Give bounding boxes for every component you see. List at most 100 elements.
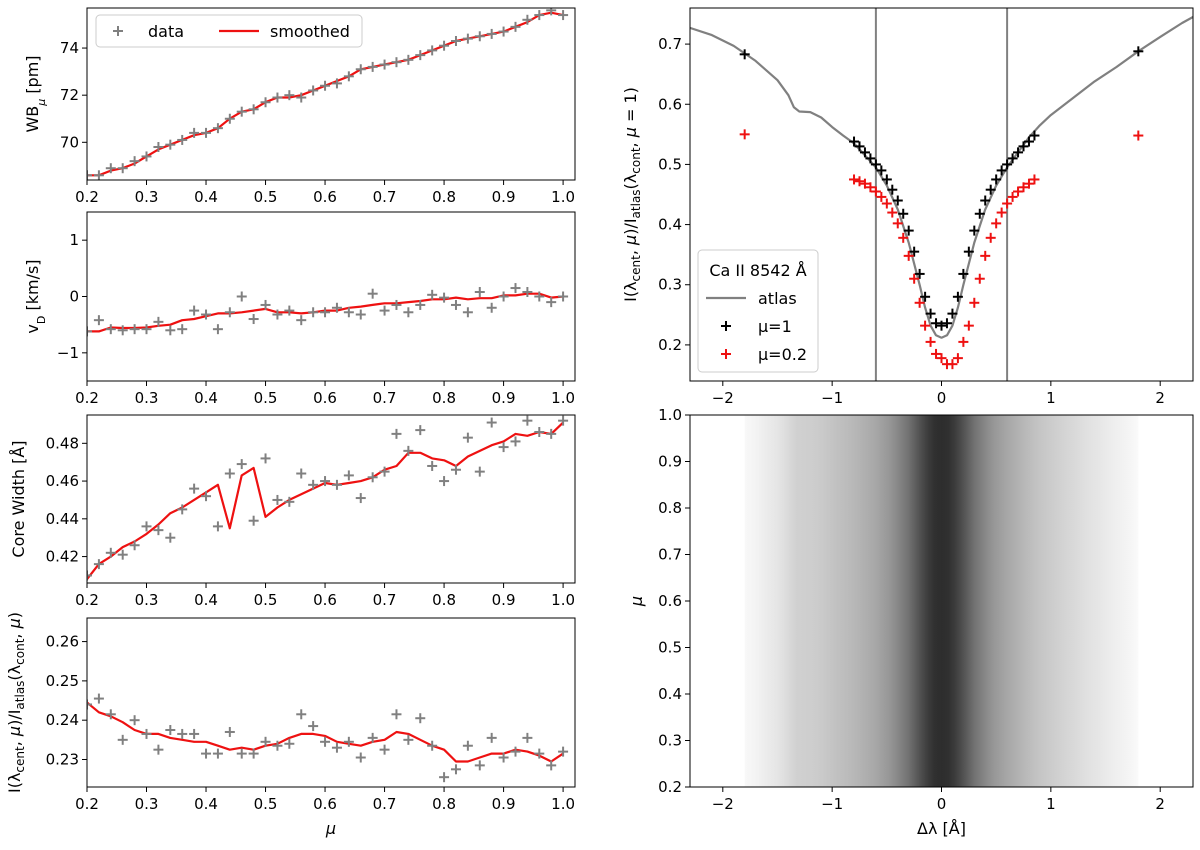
y-tick-label: 74 — [60, 39, 79, 57]
data-point — [391, 428, 402, 439]
data-point — [996, 165, 1007, 176]
series-points-data — [87, 8, 569, 180]
x-tick-label: 0.3 — [135, 795, 159, 813]
data-point — [849, 136, 860, 147]
series-points-data — [87, 283, 569, 337]
data-point — [450, 299, 461, 310]
data-point — [236, 459, 247, 470]
data-point — [887, 184, 898, 195]
x-tick-label: 0.4 — [194, 795, 218, 813]
data-point — [739, 49, 750, 60]
data-point — [224, 113, 235, 124]
data-point — [947, 359, 958, 370]
legend-label-smoothed: smoothed — [270, 22, 350, 41]
data-point — [1007, 191, 1018, 202]
data-point — [963, 320, 974, 331]
data-point — [93, 693, 104, 704]
data-point — [320, 476, 331, 487]
panel-ic: 0.2 0.3 0.4 0.5 0.6 0.7 0.8 0.9 1.0 0.23 0.24 0.25 0… — [46, 617, 576, 813]
x-tick-label: 0.6 — [313, 188, 337, 206]
x-tick-label: 2 — [1155, 389, 1165, 407]
data-point — [212, 123, 223, 134]
data-point — [260, 736, 271, 747]
data-point — [129, 156, 140, 167]
x-tick-label: −2 — [712, 389, 734, 407]
y-tick-label: 0.5 — [658, 155, 682, 173]
data-point — [308, 479, 319, 490]
data-point — [391, 57, 402, 68]
y-tick-label: 0.3 — [658, 276, 682, 294]
x-tick-label: 0.4 — [194, 389, 218, 407]
data-point — [546, 8, 557, 16]
legend-wb: data smoothed — [95, 14, 363, 48]
y-tick-label: 0.42 — [46, 548, 79, 566]
data-point — [462, 33, 473, 44]
y-tick-label: 0.2 — [658, 778, 682, 796]
data-point — [947, 308, 958, 319]
panel-vd: 0.2 0.3 0.4 0.5 0.6 0.7 0.8 0.9 1.0 −1 0 1 — [57, 211, 576, 407]
data-point — [87, 170, 92, 180]
data-point — [534, 426, 545, 437]
data-point — [865, 182, 876, 193]
data-point — [498, 26, 509, 37]
series-points-data — [87, 415, 569, 581]
data-point — [189, 728, 200, 739]
data-point — [403, 445, 414, 456]
y-axis-label-image: μ — [627, 596, 646, 607]
y-tick-label: 0.6 — [658, 95, 682, 113]
data-point — [892, 195, 903, 206]
y-tick-label: 0.7 — [658, 35, 682, 53]
data-point — [355, 493, 366, 504]
data-point — [1029, 130, 1040, 141]
data-point — [105, 547, 116, 558]
data-point — [914, 268, 925, 279]
data-point — [415, 299, 426, 310]
data-point — [284, 496, 295, 507]
data-point — [462, 432, 473, 443]
data-point — [415, 713, 426, 724]
x-tick-label: 0.8 — [432, 591, 456, 609]
data-point — [898, 232, 909, 243]
data-point — [236, 748, 247, 759]
data-point — [876, 165, 887, 176]
x-tick-label: 0.4 — [194, 188, 218, 206]
data-point — [920, 291, 931, 302]
data-point — [117, 163, 128, 174]
data-point — [153, 744, 164, 755]
data-point — [870, 186, 881, 197]
data-point — [510, 746, 521, 757]
data-point — [141, 728, 152, 739]
data-point — [165, 725, 176, 736]
data-point — [284, 738, 295, 749]
data-point — [450, 35, 461, 46]
data-point — [510, 283, 521, 294]
data-point — [914, 297, 925, 308]
legend-label-data: data — [148, 22, 184, 41]
y-axis-label-profile: I(λcent, μ)/Iatlas(λcont, μ = 1) — [621, 87, 643, 302]
data-point — [367, 472, 378, 483]
data-point — [284, 90, 295, 101]
y-tick-label: 0.48 — [46, 434, 79, 452]
y-tick-label: 0.44 — [46, 510, 79, 528]
data-point — [343, 307, 354, 318]
data-point — [236, 106, 247, 117]
data-point — [296, 468, 307, 479]
data-point — [260, 299, 271, 310]
data-point — [925, 308, 936, 319]
data-point — [876, 191, 887, 202]
y-axis-label-core-width: Core Width [Å] — [9, 440, 28, 557]
plot-area — [690, 16, 1193, 370]
data-point — [854, 176, 865, 187]
data-point — [403, 307, 414, 318]
data-point — [331, 742, 342, 753]
data-point — [331, 302, 342, 313]
data-point — [141, 151, 152, 162]
data-point — [439, 40, 450, 51]
y-tick-label: 0.23 — [46, 750, 79, 768]
data-point — [952, 353, 963, 364]
x-tick-label: 0.6 — [313, 795, 337, 813]
x-tick-label: 1.0 — [551, 389, 575, 407]
data-point — [415, 425, 426, 436]
y-tick-label: 0.3 — [658, 732, 682, 750]
